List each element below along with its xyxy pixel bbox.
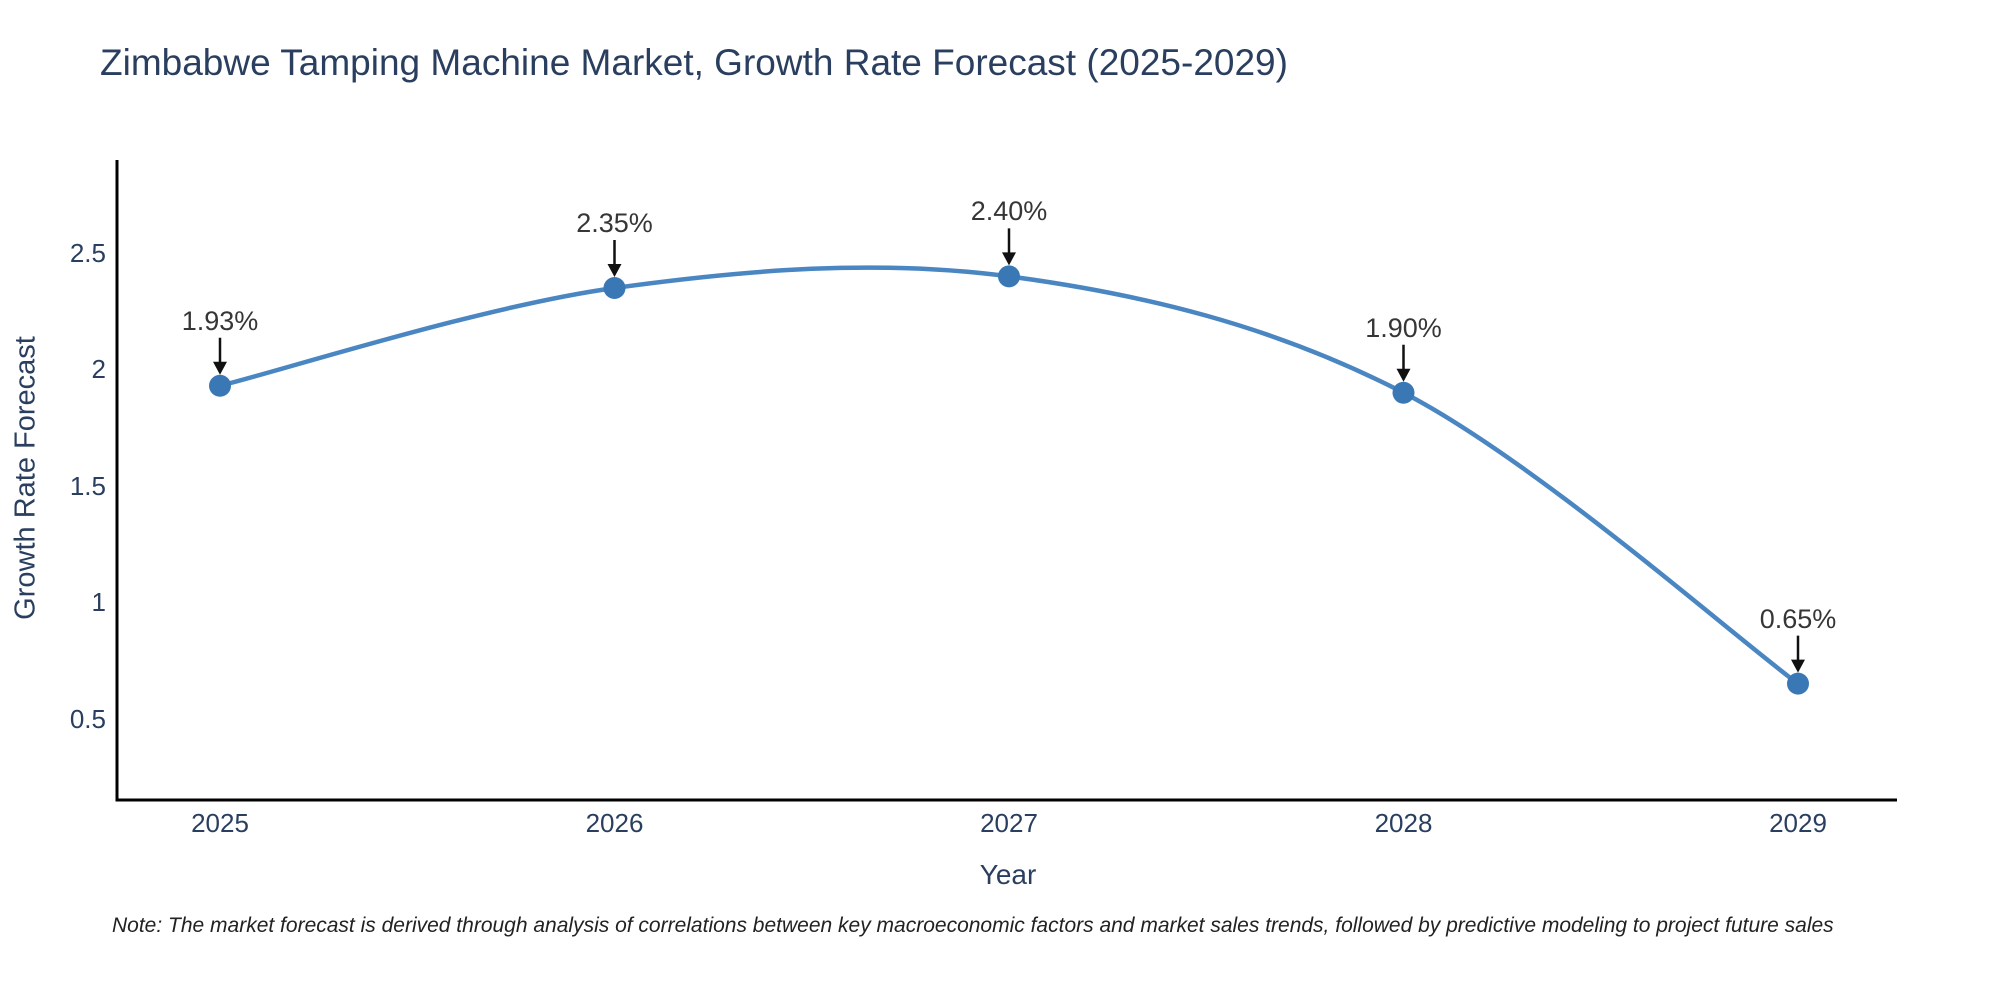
- y-tick-label: 2.5: [69, 238, 106, 269]
- data-point-label: 2.35%: [576, 208, 653, 238]
- data-point-label: 2.40%: [970, 196, 1048, 227]
- data-point-marker[interactable]: [1787, 672, 1809, 695]
- data-point-marker[interactable]: [209, 374, 231, 397]
- x-tick-label: 2027: [980, 808, 1038, 838]
- x-tick-label: 2029: [1769, 808, 1827, 838]
- data-point-label: 1.90%: [1365, 312, 1442, 343]
- footnote: Note: The market forecast is derived thr…: [112, 914, 1834, 937]
- y-tick-label: 2: [91, 354, 106, 385]
- annotation-arrowhead: [1002, 252, 1016, 266]
- chart-title: Zimbabwe Tamping Machine Market, Growth …: [100, 42, 1288, 83]
- annotation-arrowhead: [213, 361, 227, 375]
- y-tick-label: 0.5: [69, 703, 106, 734]
- y-tick-label: 1: [91, 587, 106, 618]
- annotation-arrowhead: [1791, 659, 1805, 673]
- trend-line: [219, 265, 1800, 686]
- data-point-label: 0.65%: [1759, 603, 1837, 634]
- annotation-arrowhead: [607, 264, 622, 277]
- data-point-label: 1.93%: [181, 305, 259, 336]
- x-tick-label: 2026: [585, 808, 644, 838]
- x-tick-label: 2025: [191, 808, 249, 838]
- x-axis-title: Year: [979, 859, 1037, 890]
- data-point-marker[interactable]: [998, 265, 1020, 288]
- y-tick-label: 1.5: [69, 470, 106, 501]
- annotation-arrowhead: [1396, 368, 1411, 382]
- x-tick-label: 2028: [1374, 808, 1433, 838]
- data-point-marker[interactable]: [1392, 381, 1415, 404]
- data-point-marker[interactable]: [603, 277, 626, 299]
